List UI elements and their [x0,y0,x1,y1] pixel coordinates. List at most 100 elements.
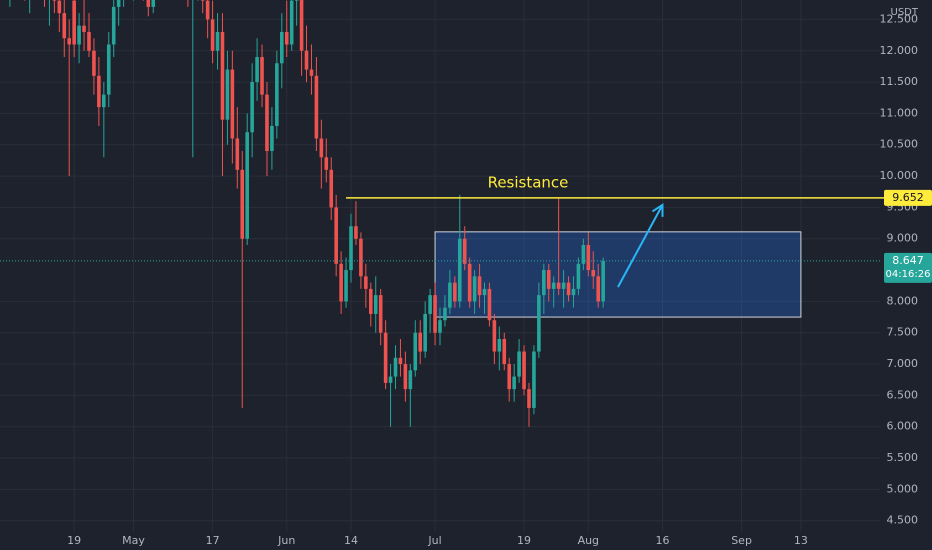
annotations: Resistance [0,173,884,288]
candle-body [373,295,378,314]
candle-body [551,282,556,289]
candle-body [299,0,304,51]
y-tick-label: 6.500 [887,388,919,401]
candle-body [601,260,605,302]
candle-body [467,263,472,302]
candle-body [561,282,566,289]
candle-body [354,226,358,239]
candle-body [319,138,324,158]
candle-body [507,364,512,390]
candle-body [492,320,497,352]
candle-body [591,270,596,277]
last-price-tag [884,252,932,283]
candle-body [522,351,526,390]
candle-body [284,31,289,45]
resistance-tag [884,189,932,206]
candle-body [210,19,215,51]
countdown-label: 04:16:26 [886,269,931,280]
candle-body [586,245,591,271]
candle-body [62,13,67,39]
candle-body [220,31,225,120]
candle-body [457,238,462,302]
arrow-head [651,203,664,217]
candle-body [250,82,254,133]
x-tick-label: Jun [277,534,295,547]
x-tick-label: Aug [578,534,599,547]
range-box [434,231,802,318]
x-tick-label: Sep [731,534,752,547]
candle-body [334,207,338,264]
candle-body [106,44,111,95]
candle-body [97,75,101,108]
candle-body [359,238,363,277]
x-tick-label: 13 [794,534,808,547]
zone-layer [434,231,802,318]
candle-body [225,69,230,120]
candle-body [556,282,561,289]
candle-body [477,276,482,296]
candle-body [542,270,546,296]
candle-body [314,75,319,139]
candle-body [581,245,586,264]
candle-body [265,94,269,152]
candle-body [82,25,86,32]
candle-body [324,157,329,170]
candle-body [403,364,408,390]
candle-body [245,132,249,239]
candle-body [270,125,274,152]
candle-body [349,226,353,271]
candle-body [487,288,492,321]
candle-body [462,238,467,264]
x-tick-label: 14 [344,534,358,547]
y-tick-label: 5.500 [887,451,919,464]
candle-body [260,57,264,95]
x-tick-label: May [122,534,145,547]
candle-body [532,351,536,408]
y-tick-label: 7.500 [887,326,919,339]
candle-body [57,0,62,14]
y-tick-label: 11.500 [880,75,919,88]
candle-body [472,276,477,302]
candle-body [418,332,423,352]
candle-body [428,295,432,314]
candle-body [433,295,437,333]
y-tick-label: 10.000 [880,169,919,182]
candle-body [596,276,601,302]
y-tick-label: 8.000 [887,294,919,307]
candle-body [309,69,314,76]
candle-body [151,0,156,7]
candle-body [512,376,516,390]
candle-body [537,295,541,352]
candle-body [576,263,581,289]
candle-body [398,357,403,365]
candle-body [289,0,294,45]
candle-body [116,0,121,7]
y-tick-label: 12.000 [880,44,919,57]
candle-body [438,320,442,333]
candle-body [448,282,452,308]
candle-body [388,376,393,383]
candle-body [146,0,151,7]
candle-body [92,50,96,76]
x-tick-label: Jul [427,534,441,547]
candle-body [344,270,348,302]
candle-body [200,0,205,1]
candle-body [102,94,106,108]
candle-body [566,282,571,296]
candle-body [67,38,72,45]
candle-body [339,263,343,302]
candle-body [230,69,235,139]
candle-body [571,288,576,296]
candle-body [393,357,398,377]
x-tick-label: 16 [655,534,669,547]
candle-body [215,31,220,51]
candle-body [378,295,383,333]
y-tick-label: 5.000 [887,482,919,495]
candles [9,0,605,427]
candle-body [205,0,210,20]
y-tick-label: 4.500 [887,514,919,527]
y-tick-label: 12.500 [880,12,919,25]
y-tick-label: 7.000 [887,357,919,370]
candle-body [497,339,502,352]
